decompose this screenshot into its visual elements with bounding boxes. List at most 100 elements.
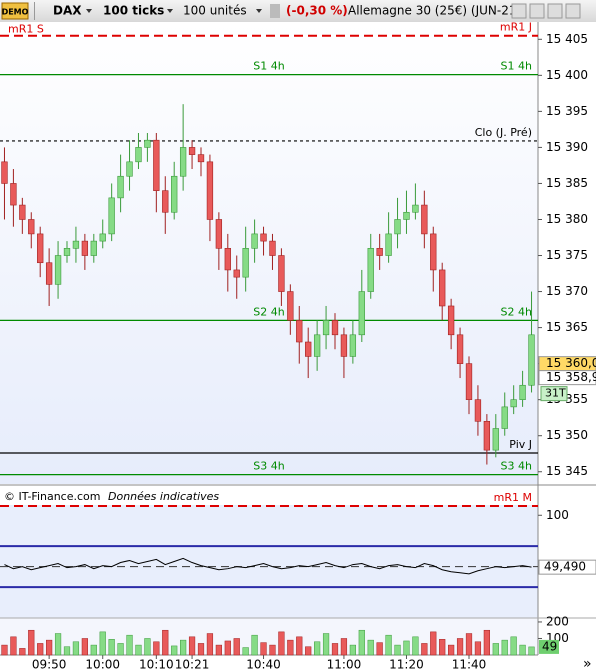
candle-body — [251, 233, 258, 249]
level-label: Clo (J. Pré) — [475, 126, 532, 139]
candle-body — [37, 233, 44, 264]
volume-bar — [19, 648, 26, 656]
volume-bar — [314, 641, 321, 656]
button[interactable] — [565, 3, 581, 19]
candle-body — [510, 399, 517, 408]
candle-body — [313, 334, 321, 357]
candle-body — [501, 406, 508, 429]
candle-body — [367, 248, 374, 292]
volume-bar — [251, 634, 258, 656]
interval[interactable]: 100 ticks — [103, 4, 164, 18]
candle-body — [519, 384, 526, 400]
level-label: S3 4h — [253, 460, 284, 473]
note: Données indicatives — [108, 490, 219, 503]
candle-body — [260, 233, 267, 242]
value-badge — [539, 639, 559, 654]
icon[interactable] — [270, 4, 280, 18]
volume-bar — [492, 643, 499, 656]
candle-body — [233, 269, 240, 278]
candle-body — [63, 248, 71, 256]
volume-bar — [260, 642, 267, 656]
level-label: S1 4h — [253, 60, 284, 73]
x-tick-label: 10:00 — [85, 658, 120, 671]
candle-body — [483, 420, 491, 451]
dropdown-arrow[interactable] — [167, 9, 173, 13]
y-tick-label: 15 345 — [546, 464, 588, 478]
volume-bar — [99, 631, 106, 656]
volume-bar — [63, 646, 71, 656]
candle-body — [340, 334, 348, 357]
volume-bar — [28, 629, 35, 656]
copyright: © IT-Finance.com — [4, 490, 101, 503]
change: (-0,30 %) — [286, 4, 348, 18]
y-tick-label: 15 380 — [546, 212, 588, 226]
volume-bar — [358, 629, 365, 656]
volume-bar — [456, 638, 464, 656]
oscillator-line — [4, 557, 532, 575]
tick-count: 31T — [545, 387, 566, 400]
y-tick-label: 15 390 — [546, 140, 588, 154]
y-tick-label: 200 — [546, 614, 569, 628]
symbol[interactable]: DAX — [53, 4, 82, 18]
candle-body — [171, 175, 178, 213]
candle-body — [430, 233, 437, 271]
volume-bar — [448, 644, 455, 656]
y-tick-label: 15 395 — [546, 104, 588, 118]
candle-body — [296, 320, 303, 343]
volume-bar — [421, 643, 428, 656]
candle-body — [456, 334, 464, 364]
volume-bar — [72, 641, 80, 656]
volume-bar — [385, 634, 392, 656]
candle-body — [358, 291, 365, 336]
volume-bar — [81, 638, 88, 656]
x-tick-label: 11:00 — [327, 658, 362, 671]
dropdown-arrow[interactable] — [86, 9, 92, 13]
volume-bar — [331, 643, 339, 656]
volume-bar — [269, 644, 276, 656]
y-tick-label: 15 385 — [546, 176, 588, 190]
y-tick-label: 15 365 — [546, 320, 588, 334]
candle-body — [153, 139, 160, 191]
more-button[interactable]: » — [583, 656, 592, 671]
volume-bar — [474, 641, 482, 656]
y-tick-label: 100 — [546, 508, 569, 522]
candle-body — [10, 183, 17, 206]
x-tick-label: 09:50 — [32, 658, 67, 671]
y-tick-label: 15 370 — [546, 284, 588, 298]
toolbar — [0, 0, 596, 22]
button[interactable] — [547, 3, 563, 19]
units[interactable]: 100 unités — [183, 4, 247, 18]
value-badge — [538, 559, 596, 575]
volume-bar — [108, 639, 115, 656]
y-tick-label: 15 350 — [546, 428, 588, 442]
volume-bar — [233, 638, 240, 656]
candle-body — [81, 240, 89, 256]
volume-bar — [10, 636, 17, 656]
y-tick-label: 15 400 — [546, 68, 588, 82]
level-label: mR1 J — [500, 21, 532, 34]
volume-bar — [483, 629, 490, 656]
candle-body — [385, 233, 392, 256]
candle-body — [19, 204, 26, 220]
volume-bar — [117, 643, 124, 656]
level-label: S3 4h — [501, 460, 532, 473]
candle-body — [322, 320, 330, 336]
button[interactable] — [511, 3, 527, 19]
candle-body — [376, 248, 383, 256]
volume-bar — [188, 636, 196, 656]
volume-bar — [135, 644, 142, 656]
separator — [34, 2, 35, 20]
candle-body — [474, 399, 482, 422]
volume-bar — [501, 639, 508, 656]
candle-body — [269, 240, 276, 256]
candle-body — [242, 248, 249, 278]
dropdown-arrow[interactable] — [256, 9, 262, 13]
panel-header — [0, 486, 538, 505]
candle-body — [90, 240, 97, 256]
button[interactable] — [529, 3, 545, 19]
candle-body — [162, 190, 169, 213]
volume-bar — [510, 636, 517, 656]
candle-body — [135, 147, 142, 163]
volume-bar — [430, 631, 437, 656]
candle-body — [108, 197, 115, 235]
